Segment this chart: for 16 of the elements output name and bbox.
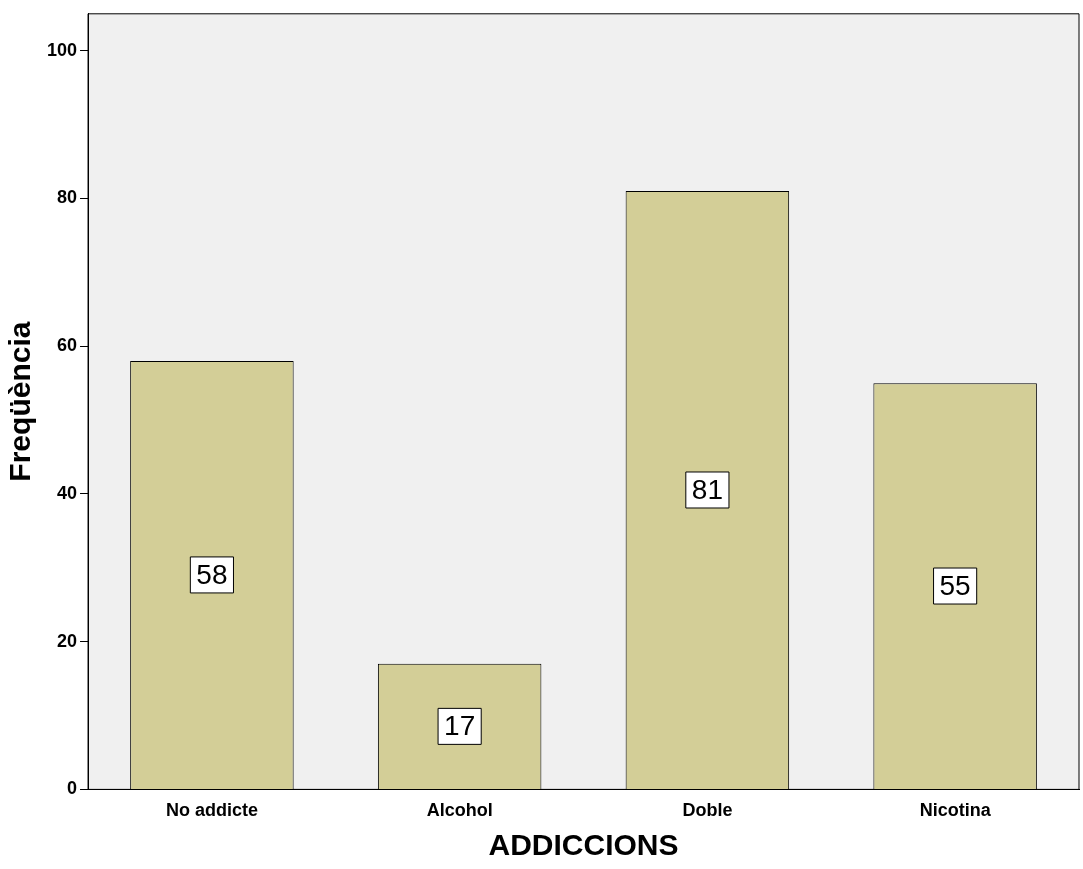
- y-tick-label: 40: [57, 482, 78, 503]
- y-tick-label: 20: [57, 630, 78, 651]
- data-label: 58: [196, 558, 228, 590]
- data-label: 81: [691, 473, 723, 505]
- data-label: 17: [444, 710, 476, 742]
- data-label: 55: [939, 569, 971, 601]
- y-tick-label: 100: [46, 39, 78, 60]
- x-tick-label: Nicotina: [919, 800, 992, 821]
- x-tick-label: Doble: [682, 800, 733, 821]
- y-tick-label: 0: [67, 778, 78, 799]
- x-tick-label: No addicte: [165, 800, 258, 821]
- y-tick-label: 60: [57, 335, 78, 356]
- x-axis-title: ADDICCIONS: [488, 828, 679, 862]
- x-tick-label: Alcohol: [426, 800, 493, 821]
- y-tick-label: 80: [57, 187, 78, 208]
- y-axis-title: Freqüència: [3, 321, 37, 482]
